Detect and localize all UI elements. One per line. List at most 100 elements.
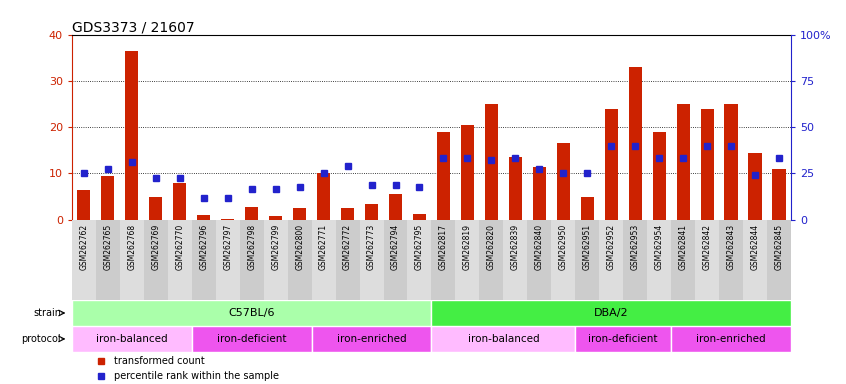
Bar	[575, 326, 671, 352]
Bar	[749, 152, 761, 220]
Bar	[336, 220, 360, 300]
Bar	[72, 326, 192, 352]
Bar	[629, 67, 642, 220]
Bar	[192, 220, 216, 300]
Text: GSM262820: GSM262820	[487, 224, 496, 270]
Bar	[647, 220, 671, 300]
Bar	[724, 104, 738, 220]
Bar	[580, 197, 594, 220]
Text: GSM262952: GSM262952	[607, 224, 616, 270]
Bar	[700, 109, 714, 220]
Bar	[311, 326, 431, 352]
Bar	[485, 104, 498, 220]
Bar	[245, 207, 258, 220]
Text: GSM262768: GSM262768	[128, 224, 136, 270]
Text: GSM262819: GSM262819	[463, 224, 472, 270]
Text: GSM262954: GSM262954	[655, 224, 663, 270]
Bar	[173, 183, 186, 220]
Text: GSM262840: GSM262840	[535, 224, 544, 270]
Bar	[125, 51, 139, 220]
Bar	[77, 190, 91, 220]
Text: GSM262951: GSM262951	[583, 224, 591, 270]
Text: iron-balanced: iron-balanced	[468, 334, 539, 344]
Bar	[480, 220, 503, 300]
Text: GDS3373 / 21607: GDS3373 / 21607	[72, 21, 195, 35]
Text: GSM262799: GSM262799	[272, 224, 280, 270]
Text: DBA/2: DBA/2	[594, 308, 629, 318]
Bar	[461, 125, 474, 220]
Bar	[533, 167, 546, 220]
Text: iron-deficient: iron-deficient	[589, 334, 658, 344]
Bar	[365, 204, 378, 220]
Bar	[144, 220, 168, 300]
Text: GSM262795: GSM262795	[415, 224, 424, 270]
Bar	[192, 326, 311, 352]
Bar	[552, 220, 575, 300]
Bar	[288, 220, 311, 300]
Bar	[695, 220, 719, 300]
Text: GSM262772: GSM262772	[343, 224, 352, 270]
Bar	[624, 220, 647, 300]
Bar	[772, 169, 786, 220]
Text: GSM262769: GSM262769	[151, 224, 160, 270]
Bar	[341, 208, 354, 220]
Bar	[216, 220, 239, 300]
Text: protocol: protocol	[21, 334, 61, 344]
Bar	[605, 109, 618, 220]
Bar	[437, 132, 450, 220]
Bar	[269, 216, 283, 220]
Text: iron-enriched: iron-enriched	[337, 334, 406, 344]
Bar	[239, 220, 264, 300]
Bar	[431, 220, 455, 300]
Bar	[455, 220, 480, 300]
Text: GSM262773: GSM262773	[367, 224, 376, 270]
Text: GSM262797: GSM262797	[223, 224, 232, 270]
Bar	[671, 220, 695, 300]
Bar	[96, 220, 120, 300]
Text: GSM262798: GSM262798	[247, 224, 256, 270]
Text: GSM262845: GSM262845	[775, 224, 783, 270]
Bar	[102, 176, 114, 220]
Bar	[317, 174, 330, 220]
Text: GSM262843: GSM262843	[727, 224, 735, 270]
Bar	[264, 220, 288, 300]
Text: iron-balanced: iron-balanced	[96, 334, 168, 344]
Bar	[408, 220, 431, 300]
Text: GSM262800: GSM262800	[295, 224, 304, 270]
Bar	[431, 300, 791, 326]
Text: GSM262841: GSM262841	[678, 224, 688, 270]
Bar	[575, 220, 599, 300]
Text: GSM262844: GSM262844	[750, 224, 760, 270]
Bar	[508, 157, 522, 220]
Bar	[168, 220, 192, 300]
Text: GSM262794: GSM262794	[391, 224, 400, 270]
Bar	[197, 215, 211, 220]
Text: GSM262765: GSM262765	[103, 224, 113, 270]
Text: GSM262770: GSM262770	[175, 224, 184, 270]
Bar	[599, 220, 624, 300]
Bar	[677, 104, 689, 220]
Bar	[149, 197, 162, 220]
Bar	[293, 208, 306, 220]
Text: GSM262842: GSM262842	[703, 224, 711, 270]
Bar	[767, 220, 791, 300]
Bar	[671, 326, 791, 352]
Text: GSM262817: GSM262817	[439, 224, 448, 270]
Bar	[527, 220, 552, 300]
Bar	[360, 220, 383, 300]
Bar	[557, 143, 570, 220]
Bar	[652, 132, 666, 220]
Text: GSM262762: GSM262762	[80, 224, 88, 270]
Bar	[719, 220, 743, 300]
Bar	[389, 194, 402, 220]
Bar	[383, 220, 408, 300]
Bar	[311, 220, 336, 300]
Bar	[743, 220, 767, 300]
Text: iron-enriched: iron-enriched	[696, 334, 766, 344]
Bar	[431, 326, 575, 352]
Text: C57BL/6: C57BL/6	[228, 308, 275, 318]
Bar	[413, 214, 426, 220]
Text: GSM262839: GSM262839	[511, 224, 519, 270]
Bar	[503, 220, 527, 300]
Text: transformed count: transformed count	[113, 356, 205, 366]
